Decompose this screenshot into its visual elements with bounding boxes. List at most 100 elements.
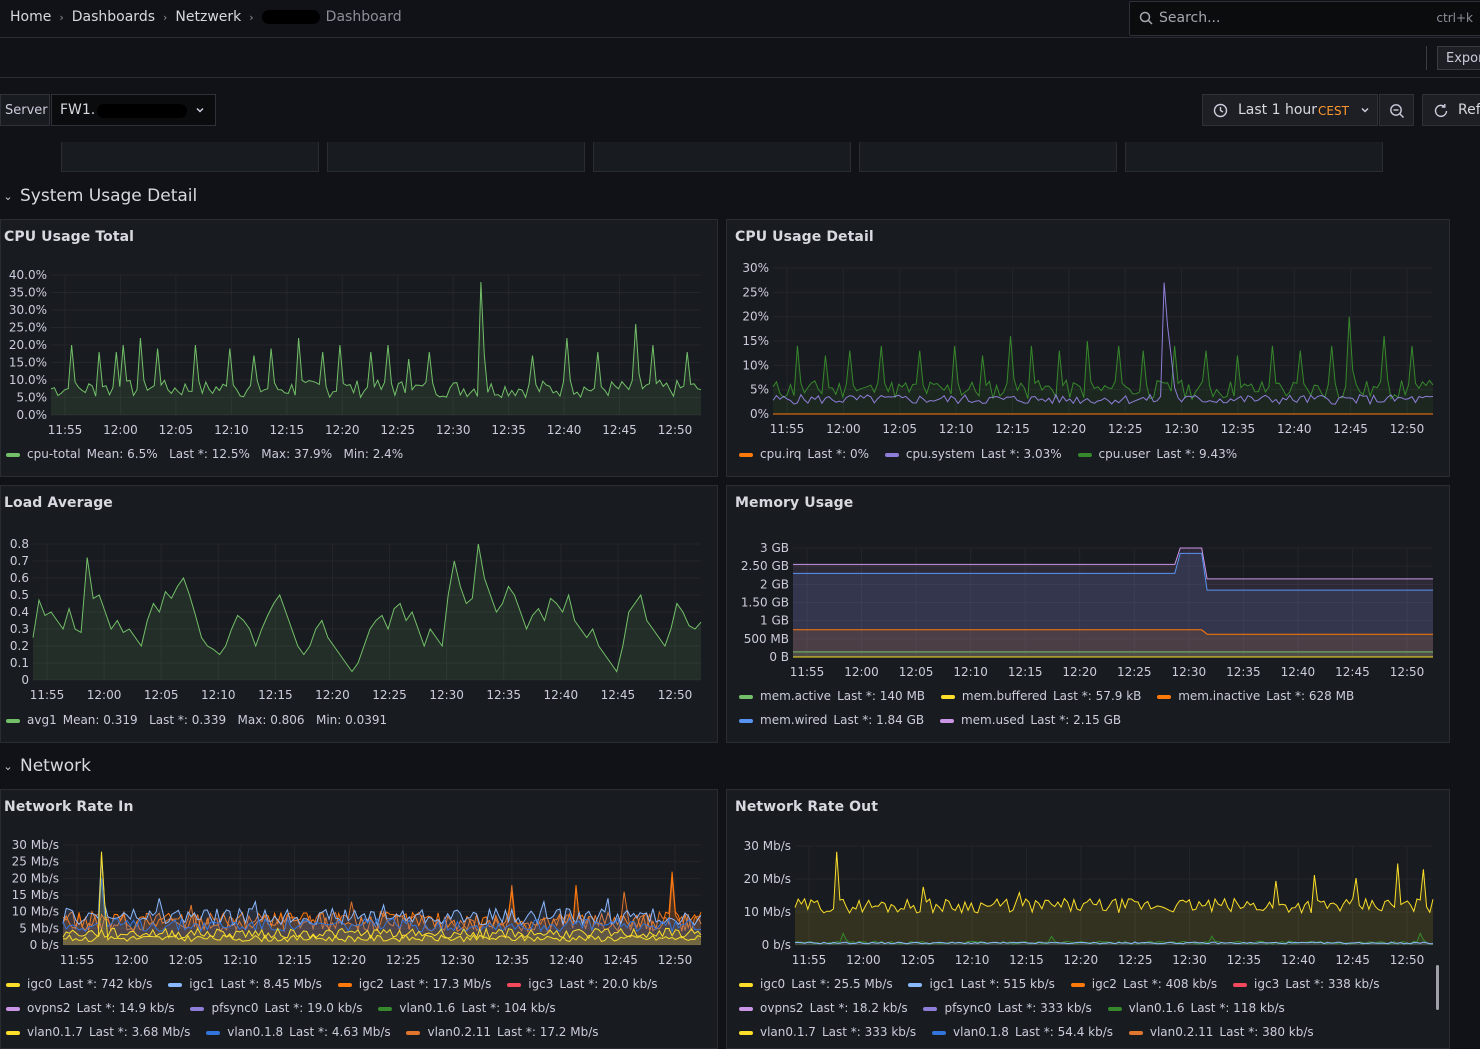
x-tick-label: 12:45 xyxy=(603,953,638,967)
series-vlan0-1-8-area xyxy=(63,878,701,945)
row-network[interactable]: ⌄ Network xyxy=(0,756,91,776)
legend-swatch xyxy=(168,982,183,987)
x-tick-label: 12:10 xyxy=(201,688,236,702)
legend-item-vlan0-1-8[interactable]: vlan0.1.8 Last *: 54.4 kb/s xyxy=(932,1025,1113,1039)
breadcrumb-separator-icon: › xyxy=(59,10,64,24)
y-tick-label: 5% xyxy=(750,383,769,397)
legend-row: vlan0.1.7 Last *: 333 kb/s vlan0.1.8 Last … xyxy=(739,1025,1326,1039)
x-tick-label: 12:35 xyxy=(1227,953,1262,967)
legend-item-igc0[interactable]: igc0 Last *: 25.5 Mb/s xyxy=(739,977,893,991)
legend-item-vlan0-1-6[interactable]: vlan0.1.6 Last *: 104 kb/s xyxy=(378,1001,556,1015)
scrollbar-thumb[interactable] xyxy=(1436,965,1439,1010)
export-button[interactable]: Export xyxy=(1437,46,1480,70)
legend-item-cpu-system[interactable]: cpu.system Last *: 3.03% xyxy=(884,447,1062,461)
legend-stats: Last *: 3.68 Mb/s xyxy=(88,1025,191,1039)
legend-item-ovpns2[interactable]: ovpns2 Last *: 14.9 kb/s xyxy=(6,1001,175,1015)
refresh-button[interactable]: Refresh xyxy=(1422,94,1480,126)
y-tick-label: 15% xyxy=(742,334,769,348)
legend-item-igc3[interactable]: igc3 Last *: 20.0 kb/s xyxy=(507,977,657,991)
panel-title[interactable]: CPU Usage Total xyxy=(4,229,135,245)
legend-item-igc1[interactable]: igc1 Last *: 8.45 Mb/s xyxy=(168,977,322,991)
x-tick-label: 12:25 xyxy=(386,953,421,967)
legend-stats: Last *: 515 kb/s xyxy=(960,977,1055,991)
x-tick-label: 11:55 xyxy=(792,953,827,967)
legend-name: ovpns2 xyxy=(27,1001,71,1015)
row-system-usage[interactable]: ⌄ System Usage Detail xyxy=(0,186,197,206)
legend-item-ovpns2[interactable]: ovpns2 Last *: 18.2 kb/s xyxy=(739,1001,908,1015)
legend-item-mem-used[interactable]: mem.used Last *: 2.15 GB xyxy=(939,713,1121,727)
y-tick-label: 0.5 xyxy=(10,588,29,602)
panel-title[interactable]: CPU Usage Detail xyxy=(735,229,874,245)
legend-swatch xyxy=(6,1030,20,1035)
row-title-network: Network xyxy=(20,756,91,776)
x-tick-label: 12:30 xyxy=(429,688,464,702)
breadcrumb-dashboards[interactable]: Dashboards xyxy=(71,9,155,25)
redacted-block xyxy=(97,104,187,118)
zoom-out-icon xyxy=(1390,104,1404,118)
series-cpu-total-line xyxy=(50,281,702,399)
legend-item-cpu-irq[interactable]: cpu.irq Last *: 0% xyxy=(739,447,869,461)
x-tick-label: 11:55 xyxy=(770,422,805,436)
time-range-picker[interactable]: Last 1 hour CEST xyxy=(1202,94,1378,126)
clock-icon xyxy=(1213,103,1228,118)
y-tick-label: 0.6 xyxy=(10,571,29,585)
legend-item-mem-inactive[interactable]: mem.inactive Last *: 628 MB xyxy=(1157,689,1354,703)
legend-item-cpu-user[interactable]: cpu.user Last *: 9.43% xyxy=(1077,447,1237,461)
zoom-out-button[interactable] xyxy=(1379,94,1414,126)
legend-row: mem.wired Last *: 1.84 GB mem.used Last *:… xyxy=(739,713,1133,727)
legend-item-vlan0-2-11[interactable]: vlan0.2.11 Last *: 17.2 Mb/s xyxy=(406,1025,599,1039)
legend-item-vlan0-1-7[interactable]: vlan0.1.7 Last *: 333 kb/s xyxy=(739,1025,916,1039)
x-tick-label: 12:15 xyxy=(270,423,305,437)
series-igc1-area xyxy=(63,855,701,945)
legend-name: igc0 xyxy=(760,977,786,991)
breadcrumb-dashboard: Dashboard xyxy=(325,9,402,25)
time-range-label: Last 1 hour xyxy=(1238,102,1318,118)
x-tick-label: 11:55 xyxy=(60,953,95,967)
breadcrumb-home[interactable]: Home xyxy=(10,9,52,25)
panel-title[interactable]: Memory Usage xyxy=(735,495,854,511)
x-tick-label: 12:45 xyxy=(601,688,636,702)
y-tick-label: 0% xyxy=(750,407,769,421)
y-tick-label: 500 MB xyxy=(744,632,789,646)
x-tick-label: 12:05 xyxy=(900,953,935,967)
legend-stats: Last *: 628 MB xyxy=(1266,689,1355,703)
server-variable-select[interactable]: FW1. xyxy=(51,94,216,126)
legend-row: igc0 Last *: 742 kb/s igc1 Last *: 8.45 Mb… xyxy=(6,977,669,991)
stat-panel-stub xyxy=(593,142,851,172)
y-tick-label: 15.0% xyxy=(9,356,47,370)
legend-stats: Last *: 4.63 Mb/s xyxy=(289,1025,391,1039)
legend-item-igc0[interactable]: igc0 Last *: 742 kb/s xyxy=(6,977,152,991)
legend-item-igc2[interactable]: igc2 Last *: 17.3 Mb/s xyxy=(337,977,492,991)
legend-stats: Mean: 6.5% Last *: 12.5% Max: 37.9% Min:… xyxy=(86,447,404,461)
legend-item-igc3[interactable]: igc3 Last *: 338 kb/s xyxy=(1233,977,1379,991)
legend-item-avg1[interactable]: avg1 Mean: 0.319 Last *: 0.339 Max: 0.806… xyxy=(6,713,387,727)
legend-stats: Last *: 17.3 Mb/s xyxy=(389,977,492,991)
legend-name: mem.buffered xyxy=(961,689,1047,703)
legend-item-pfsync0[interactable]: pfsync0 Last *: 333 kb/s xyxy=(923,1001,1092,1015)
legend-swatch xyxy=(940,694,955,699)
legend-swatch xyxy=(1077,452,1092,457)
x-tick-label: 12:35 xyxy=(486,688,521,702)
panel-title[interactable]: Load Average xyxy=(4,495,113,511)
x-tick-label: 12:40 xyxy=(547,423,582,437)
legend-name: igc3 xyxy=(1254,977,1280,991)
breadcrumb-folder[interactable]: Netzwerk xyxy=(175,9,242,25)
legend-item-mem-wired[interactable]: mem.wired Last *: 1.84 GB xyxy=(739,713,924,727)
panel-title[interactable]: Network Rate In xyxy=(4,799,134,815)
legend-stats: Last *: 118 kb/s xyxy=(1190,1001,1285,1015)
legend-item-vlan0-1-7[interactable]: vlan0.1.7 Last *: 3.68 Mb/s xyxy=(6,1025,190,1039)
legend-item-pfsync0[interactable]: pfsync0 Last *: 19.0 kb/s xyxy=(190,1001,363,1015)
legend-item-cpu-total[interactable]: cpu-total Mean: 6.5% Last *: 12.5% Max: 3… xyxy=(6,447,403,461)
panel-title[interactable]: Network Rate Out xyxy=(735,799,878,815)
x-tick-label: 12:45 xyxy=(1335,953,1370,967)
legend-item-vlan0-1-6[interactable]: vlan0.1.6 Last *: 118 kb/s xyxy=(1107,1001,1285,1015)
legend-item-mem-buffered[interactable]: mem.buffered Last *: 57.9 kB xyxy=(940,689,1141,703)
legend-swatch xyxy=(1157,694,1172,699)
series-avg1-line xyxy=(32,543,702,673)
legend-item-vlan0-2-11[interactable]: vlan0.2.11 Last *: 380 kb/s xyxy=(1128,1025,1314,1039)
legend-item-vlan0-1-8[interactable]: vlan0.1.8 Last *: 4.63 Mb/s xyxy=(206,1025,391,1039)
search-input[interactable]: Search... ctrl+k xyxy=(1129,1,1480,36)
legend-item-igc1[interactable]: igc1 Last *: 515 kb/s xyxy=(908,977,1055,991)
legend-item-igc2[interactable]: igc2 Last *: 408 kb/s xyxy=(1070,977,1217,991)
legend-item-mem-active[interactable]: mem.active Last *: 140 MB xyxy=(739,689,925,703)
